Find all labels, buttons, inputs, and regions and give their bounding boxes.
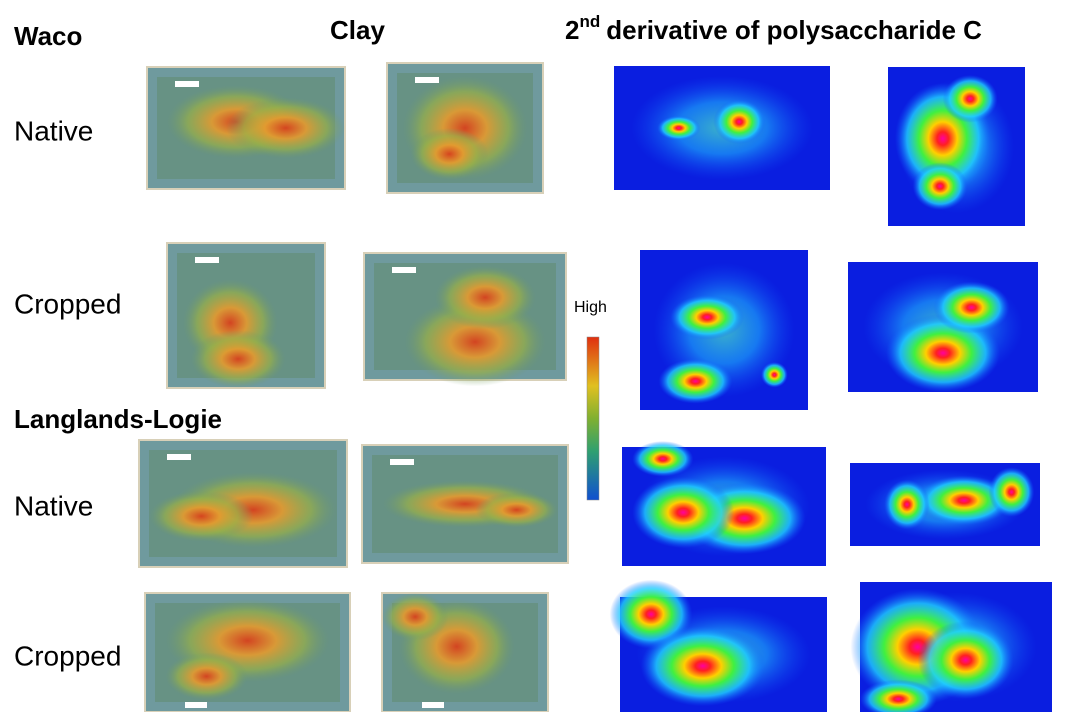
figure: Waco Clay 2nd derivative of polysaccharid… (0, 0, 1086, 712)
column-title: 2nd derivative of polysaccharide C (565, 12, 982, 44)
site-title: Langlands-Logie (14, 404, 222, 434)
image-blob (410, 128, 488, 180)
image-blob (913, 162, 968, 210)
image-blob (475, 492, 557, 527)
image-blob (641, 626, 765, 707)
title-superscript: nd (579, 12, 600, 31)
image-blob (934, 282, 1010, 334)
page: {"headers": {"site_1": "Waco", "clay": "… (0, 0, 1086, 712)
row-label: Cropped (14, 640, 121, 671)
scale-bar (185, 702, 207, 708)
image-blob (632, 441, 693, 477)
image-blob (761, 362, 788, 388)
image-blob (226, 98, 345, 159)
image-blob (670, 295, 744, 340)
column-title: Clay (330, 15, 385, 45)
scale-bar (422, 702, 444, 708)
title-number: 2 (565, 15, 579, 45)
row-label: Native (14, 115, 93, 146)
site-title: Waco (14, 21, 82, 51)
image-blob (657, 116, 700, 141)
image-blob (382, 593, 448, 641)
image-blob (166, 653, 248, 701)
scale-bar (415, 77, 439, 83)
scale-bar (175, 81, 199, 87)
image-blob (632, 477, 734, 548)
image-blob (149, 491, 253, 542)
scale-bar (392, 267, 416, 273)
image-blob (435, 266, 536, 330)
image-blob (989, 467, 1035, 517)
scale-bar (390, 459, 414, 465)
image-blob (713, 99, 765, 144)
image-blob (918, 621, 1014, 699)
scale-bar (167, 454, 191, 460)
image-blob (943, 75, 998, 123)
colorbar-label: High (574, 299, 607, 316)
row-label: Native (14, 490, 93, 521)
row-label: Cropped (14, 288, 121, 319)
title-rest: derivative of polysaccharide C (606, 15, 982, 45)
scale-bar (195, 257, 219, 263)
image-blob (884, 480, 930, 530)
colorbar (587, 337, 599, 500)
image-blob (658, 359, 732, 404)
image-blob (191, 330, 286, 388)
